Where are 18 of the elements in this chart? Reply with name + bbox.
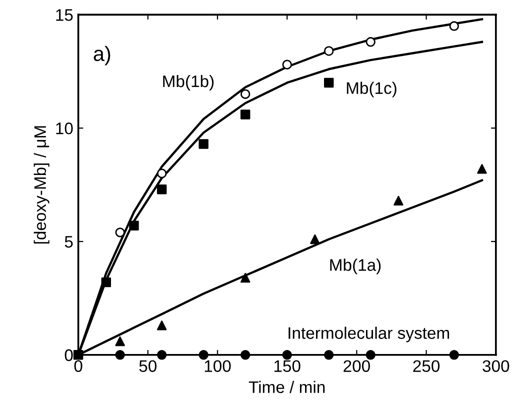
- annotation: Intermolecular system: [288, 326, 450, 342]
- x-tick-label: 50: [139, 360, 157, 372]
- x-tick-label: 300: [482, 360, 510, 372]
- y-axis-title: [deoxy-Mb] / μM: [34, 126, 50, 244]
- x-axis-title: Time / min: [248, 380, 325, 394]
- y-tick-label: 15: [56, 9, 73, 21]
- annotation: a): [94, 46, 110, 66]
- y-tick-label: 10: [56, 122, 73, 134]
- y-tick-label: 5: [64, 236, 73, 248]
- x-tick-label: 150: [274, 360, 300, 372]
- y-tick-label: 0: [64, 349, 73, 362]
- annotation: Mb(1c): [346, 82, 396, 98]
- x-tick-label: 250: [413, 360, 440, 372]
- annotation: Mb(1a): [330, 258, 381, 274]
- x-tick-label: 100: [204, 360, 231, 372]
- x-tick-label: 0: [74, 360, 82, 372]
- annotation: Mb(1b): [163, 74, 214, 90]
- x-tick-label: 200: [344, 360, 370, 372]
